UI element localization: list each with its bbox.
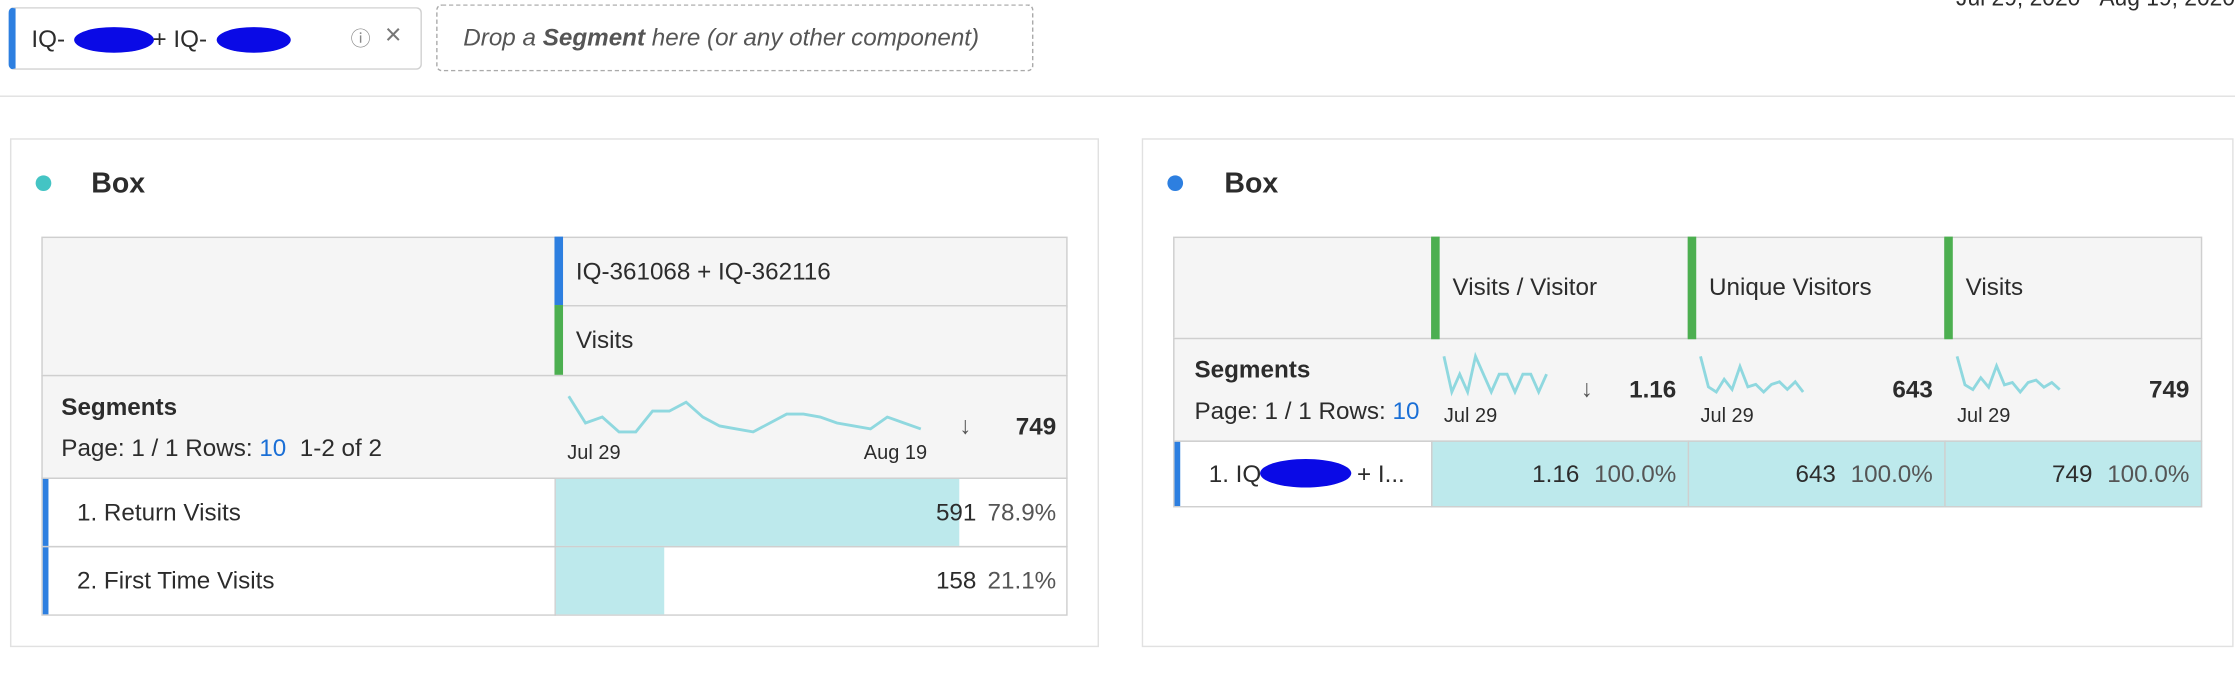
row-strip [42, 478, 49, 546]
panel-title: Box [1224, 168, 1279, 200]
spark-start: Jul 29 [1957, 403, 2011, 427]
row-divider [554, 477, 556, 548]
row-label[interactable]: 1. IQ [1208, 460, 1262, 488]
panel [1141, 138, 2234, 648]
column-header-text: IQ-361068 + IQ-362116 [575, 257, 831, 286]
summary-row [41, 374, 1068, 479]
total: 749 [1015, 413, 1057, 441]
spark-start: Jul 29 [1443, 403, 1498, 427]
row-percent: 21.1% [987, 567, 1057, 595]
rows-value[interactable]: 10 [259, 434, 287, 462]
spark-start: Jul 29 [1700, 403, 1754, 427]
sparkline [1955, 355, 2061, 395]
range-label: 1-2 of 2 [299, 434, 382, 462]
sparkline-line [1699, 355, 1805, 394]
bar [555, 547, 664, 615]
drop-bold: Segment [542, 24, 646, 52]
row-strip [42, 547, 49, 615]
row-value: 591 [935, 498, 977, 526]
panel [9, 138, 1099, 648]
chip-label: IQ- [31, 25, 66, 53]
drop-zone-text: Drop a Segment here (or any other compon… [463, 24, 979, 53]
page-label: Page: 1 / 1 [61, 434, 179, 462]
value-cell [1431, 440, 1690, 508]
date-range: Jul 29, 2020 - Aug 19, 2020 [1956, 0, 2235, 14]
value-cell [1687, 440, 1946, 508]
drop-zone[interactable] [436, 4, 1034, 72]
sparkline-line [1955, 355, 2061, 395]
sort-arrow[interactable]: ↓ [1580, 374, 1593, 402]
chip-label: + IQ- [152, 25, 208, 53]
pagination: Page: 1 / 1 Rows: 10 1-2 of 2 [61, 435, 382, 464]
rows-label: Rows: [1318, 397, 1386, 425]
row-value: 158 [935, 567, 977, 595]
sparkline-line [1442, 351, 1548, 397]
row-divider [554, 545, 556, 616]
header-strip [1687, 236, 1697, 340]
total: 749 [2148, 376, 2190, 404]
rows-value[interactable]: 10 [1392, 397, 1420, 425]
spark-end: Aug 19 [863, 440, 928, 464]
sparkline [1699, 355, 1805, 394]
header-strip [1431, 236, 1440, 340]
header-strip [554, 305, 564, 377]
sparkline [567, 395, 922, 434]
column-header-text: Unique Visitors [1709, 273, 1872, 301]
row-percent: 78.9% [987, 498, 1057, 526]
sparkline-line [567, 395, 922, 434]
total: 643 [1892, 376, 1933, 404]
divider [0, 95, 2235, 97]
dimension-header: Segments [61, 393, 178, 421]
header-strip [554, 236, 564, 308]
redaction [74, 27, 154, 53]
redaction [1260, 458, 1352, 488]
row-strip [1174, 441, 1181, 507]
redaction [216, 27, 291, 53]
info-icon[interactable]: ⓘ [350, 27, 371, 50]
column-header [554, 236, 1068, 308]
row-label[interactable]: 2. First Time Visits [76, 567, 275, 595]
segment-chip[interactable] [8, 7, 422, 70]
drop-prefix: Drop a [463, 24, 543, 52]
row-label[interactable]: + I... [1356, 460, 1405, 488]
panel-title: Box [91, 168, 146, 200]
rows-label: Rows: [185, 434, 253, 462]
column-header-text: Visits [1965, 273, 2024, 301]
row-percent: 100.0% [1850, 460, 1933, 488]
close-icon[interactable]: × [384, 19, 402, 52]
value-cell [1944, 440, 2203, 508]
row-percent: 100.0% [2107, 460, 2190, 488]
spark-start: Jul 29 [567, 440, 621, 464]
column-header-text: Visits [575, 326, 634, 354]
column-header [1944, 236, 2203, 340]
row-percent: 100.0% [1594, 460, 1677, 488]
column-header-text: Visits / Visitor [1452, 273, 1598, 301]
header-blank [1173, 236, 1433, 340]
total: 1.16 [1629, 376, 1677, 404]
header-strip [1944, 236, 1953, 340]
drop-suffix: here (or any other component) [645, 24, 980, 52]
dimension-header: Segments [1194, 356, 1311, 384]
header-blank [41, 236, 556, 377]
row-value: 749 [2052, 460, 2093, 488]
sparkline [1442, 351, 1548, 397]
sort-arrow[interactable]: ↓ [959, 411, 972, 440]
row [1173, 440, 1433, 508]
row-value: 643 [1795, 460, 1836, 488]
bar [555, 478, 960, 546]
row-value: 1.16 [1532, 460, 1580, 488]
row-label[interactable]: 1. Return Visits [76, 498, 241, 526]
panel-dot [1167, 175, 1184, 192]
panel-dot [35, 175, 52, 192]
page-label: Page: 1 / 1 [1194, 397, 1312, 425]
pagination: Page: 1 / 1 Rows: 10 [1194, 398, 1419, 427]
